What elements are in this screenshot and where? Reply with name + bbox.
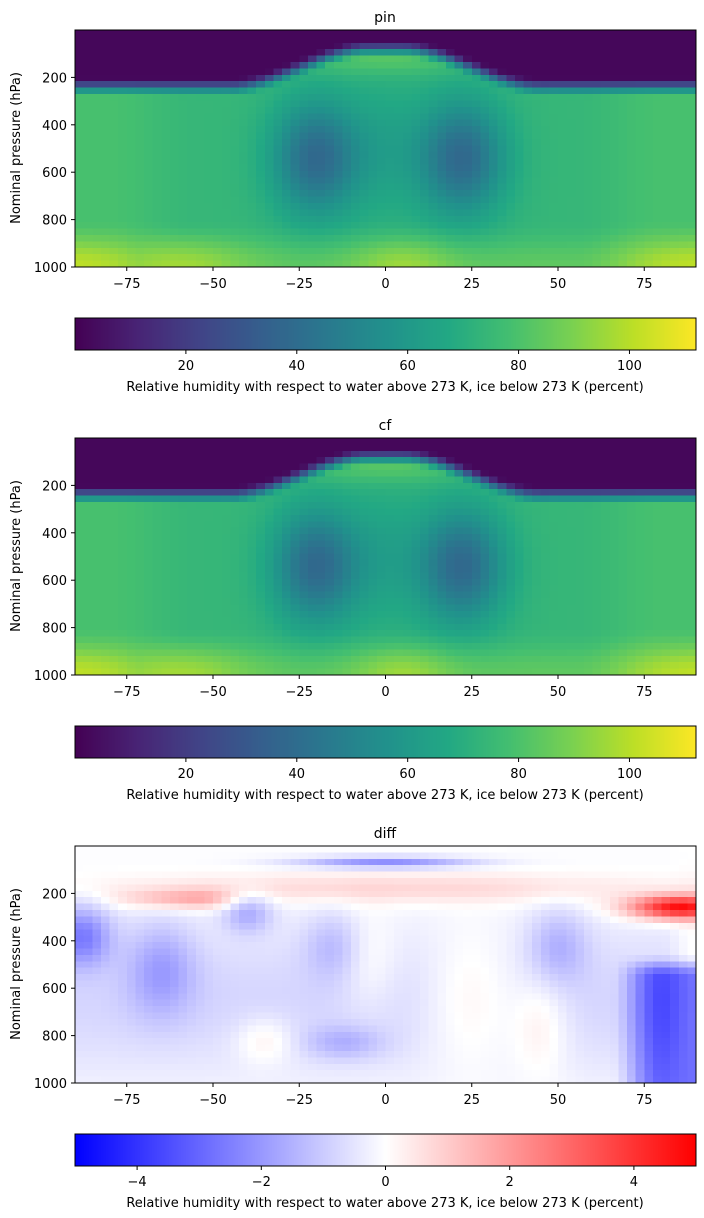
x-tick-label: −50 (199, 685, 226, 700)
y-axis-label: Nominal pressure (hPa) (9, 72, 24, 224)
colorbar-tick-label: 100 (617, 359, 642, 374)
y-tick-label: 400 (42, 119, 67, 134)
x-tick-label: 25 (463, 685, 480, 700)
x-tick-label: −25 (286, 1093, 313, 1108)
x-tick-label: −25 (286, 685, 313, 700)
colorbar-ticks: −4 −2 0 2 4 (128, 1166, 638, 1190)
y-axis-ticks: 200 400 600 800 1000 (34, 887, 75, 1092)
y-tick-label: 400 (42, 527, 67, 542)
colorbar-tick-label: 60 (399, 767, 416, 782)
panel-title: pin (374, 10, 396, 26)
colorbar-tick-label: −4 (128, 1175, 147, 1190)
panel-diff: diff −75 −50 −25 0 25 50 75 200 400 600 800 1000 N… (9, 826, 697, 1211)
x-tick-label: −25 (286, 277, 313, 292)
colorbar-ticks: 20 40 60 80 100 (178, 758, 642, 782)
colorbar-tick-label: 60 (399, 359, 416, 374)
colorbar-ticks: 20 40 60 80 100 (178, 350, 642, 374)
y-axis-ticks: 200 400 600 800 1000 (34, 71, 75, 276)
y-tick-label: 1000 (34, 1077, 67, 1092)
x-tick-label: 0 (381, 685, 389, 700)
y-tick-label: 200 (42, 71, 67, 86)
x-tick-label: 75 (636, 277, 653, 292)
x-tick-label: −75 (113, 685, 140, 700)
x-axis-ticks: −75 −50 −25 0 25 50 75 (113, 1083, 653, 1108)
y-tick-label: 200 (42, 479, 67, 494)
y-tick-label: 1000 (34, 669, 67, 684)
x-tick-label: −75 (113, 277, 140, 292)
colorbar-frame (74, 317, 697, 351)
x-tick-label: 0 (381, 1093, 389, 1108)
panel-title: cf (379, 418, 393, 434)
y-tick-label: 400 (42, 935, 67, 950)
x-axis-ticks: −75 −50 −25 0 25 50 75 (113, 675, 653, 700)
x-tick-label: −50 (199, 277, 226, 292)
colorbar-tick-label: 2 (506, 1175, 514, 1190)
colorbar-tick-label: 40 (289, 359, 306, 374)
y-tick-label: 1000 (34, 261, 67, 276)
x-tick-label: 75 (636, 1093, 653, 1108)
colorbar-tick-label: 4 (630, 1175, 638, 1190)
x-tick-label: 25 (463, 1093, 480, 1108)
x-tick-label: 75 (636, 685, 653, 700)
colorbar-tick-label: 40 (289, 767, 306, 782)
panel-cf: cf −75 −50 −25 0 25 50 75 200 400 600 800 1000 Nom… (9, 418, 697, 803)
colorbar-tick-label: 80 (510, 767, 527, 782)
colorbar-label: Relative humidity with respect to water … (126, 1196, 643, 1211)
y-tick-label: 600 (42, 982, 67, 997)
colorbar (75, 318, 696, 350)
y-axis-label: Nominal pressure (hPa) (9, 480, 24, 632)
colorbar-tick-label: 0 (381, 1175, 389, 1190)
x-tick-label: −50 (199, 1093, 226, 1108)
colorbar-tick-label: 80 (510, 359, 527, 374)
colorbar (75, 1134, 696, 1166)
x-tick-label: −75 (113, 1093, 140, 1108)
heatmap-image (75, 30, 696, 267)
y-tick-label: 800 (42, 1030, 67, 1045)
y-tick-label: 600 (42, 166, 67, 181)
heatmap-image (75, 846, 696, 1083)
y-tick-label: 800 (42, 214, 67, 229)
y-axis-label: Nominal pressure (hPa) (9, 888, 24, 1040)
x-axis-ticks: −75 −50 −25 0 25 50 75 (113, 267, 653, 292)
y-tick-label: 600 (42, 574, 67, 589)
colorbar-tick-label: 100 (617, 767, 642, 782)
colorbar-frame (74, 725, 697, 759)
x-tick-label: 50 (550, 1093, 567, 1108)
y-tick-label: 200 (42, 887, 67, 902)
heatmap-image (75, 438, 696, 675)
panel-title: diff (374, 826, 397, 842)
colorbar-tick-label: 20 (178, 767, 195, 782)
y-tick-label: 800 (42, 622, 67, 637)
colorbar-tick-label: 20 (178, 359, 195, 374)
x-tick-label: 25 (463, 277, 480, 292)
colorbar-label: Relative humidity with respect to water … (126, 788, 643, 803)
x-tick-label: 50 (550, 685, 567, 700)
panel-pin: pin −75 −50 −25 0 25 50 75 200 400 600 800 1000 No… (9, 10, 697, 395)
colorbar-label: Relative humidity with respect to water … (126, 380, 643, 395)
y-axis-ticks: 200 400 600 800 1000 (34, 479, 75, 684)
x-tick-label: 50 (550, 277, 567, 292)
colorbar (75, 726, 696, 758)
x-tick-label: 0 (381, 277, 389, 292)
colorbar-tick-label: −2 (252, 1175, 271, 1190)
